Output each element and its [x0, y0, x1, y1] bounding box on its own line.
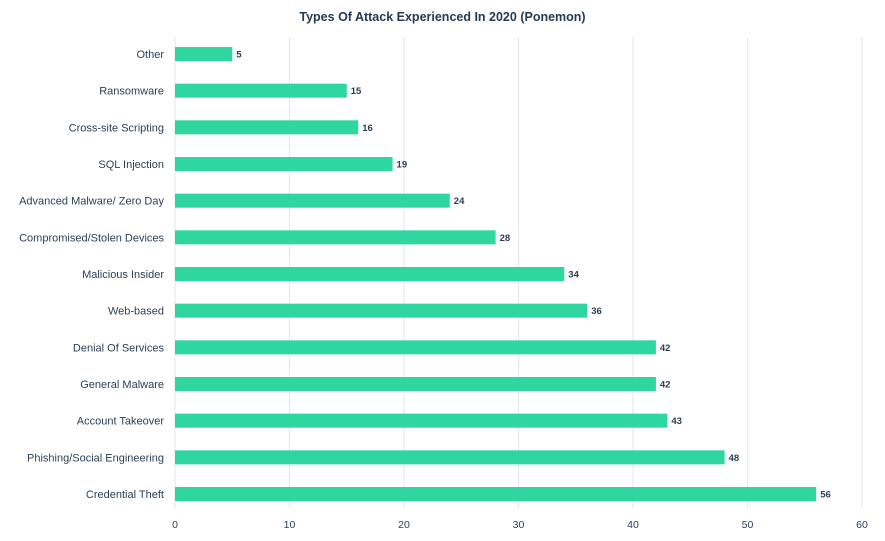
bar	[175, 47, 233, 61]
category-label: Web-based	[108, 306, 164, 318]
bar-value-label: 15	[351, 86, 362, 97]
category-label: General Malware	[80, 379, 164, 391]
bar	[175, 340, 656, 355]
bar	[175, 487, 817, 501]
bar-value-label: 42	[660, 380, 671, 391]
bar	[175, 120, 359, 135]
bar	[175, 450, 725, 465]
bar-value-label: 36	[591, 306, 602, 317]
data-labels: 5 15 16 19 24 28 34 36 42 42 43 48 56	[236, 50, 831, 501]
x-tick-label: 20	[398, 519, 410, 531]
bar	[175, 230, 496, 245]
bar-value-label: 34	[568, 270, 579, 281]
bar-value-label: 24	[454, 196, 465, 207]
category-label: Phishing/Social Engineering	[27, 452, 164, 464]
x-tick-label: 60	[856, 519, 868, 531]
category-label: Compromised/Stolen Devices	[19, 232, 164, 244]
category-label: Advanced Malware/ Zero Day	[19, 196, 164, 208]
bar-value-label: 19	[397, 160, 408, 171]
category-labels: Other Ransomware Cross-site Scripting SQL I…	[19, 49, 164, 501]
bar-value-label: 48	[729, 453, 740, 464]
category-label: Cross-site Scripting	[69, 122, 164, 134]
x-tick-label: 30	[513, 519, 525, 531]
bar	[175, 413, 668, 428]
category-label: Account Takeover	[77, 416, 165, 428]
category-label: Ransomware	[99, 86, 164, 98]
category-label: Credential Theft	[86, 489, 164, 501]
bar-value-label: 16	[362, 123, 373, 134]
bar	[175, 157, 393, 171]
bar-value-label: 56	[820, 490, 831, 501]
bars	[175, 47, 817, 501]
x-tick-label: 10	[284, 519, 296, 531]
x-axis-ticks: 0 10 20 30 40 50 60	[172, 519, 868, 531]
bar-value-label: 28	[500, 233, 511, 244]
x-tick-label: 50	[742, 519, 754, 531]
category-label: Other	[136, 49, 164, 61]
x-tick-label: 0	[172, 519, 178, 531]
bar-value-label: 5	[236, 50, 242, 61]
category-label: Denial Of Services	[73, 342, 165, 354]
bar-value-label: 43	[671, 416, 682, 427]
chart-title: Types Of Attack Experienced In 2020 (Pon…	[299, 10, 586, 24]
bar	[175, 377, 656, 391]
bar	[175, 193, 450, 208]
bar	[175, 267, 565, 281]
category-label: Malicious Insider	[82, 269, 164, 281]
bar-value-label: 42	[660, 343, 671, 354]
category-label: SQL Injection	[98, 159, 164, 171]
bar	[175, 303, 588, 318]
x-tick-label: 40	[627, 519, 639, 531]
bar	[175, 83, 347, 98]
